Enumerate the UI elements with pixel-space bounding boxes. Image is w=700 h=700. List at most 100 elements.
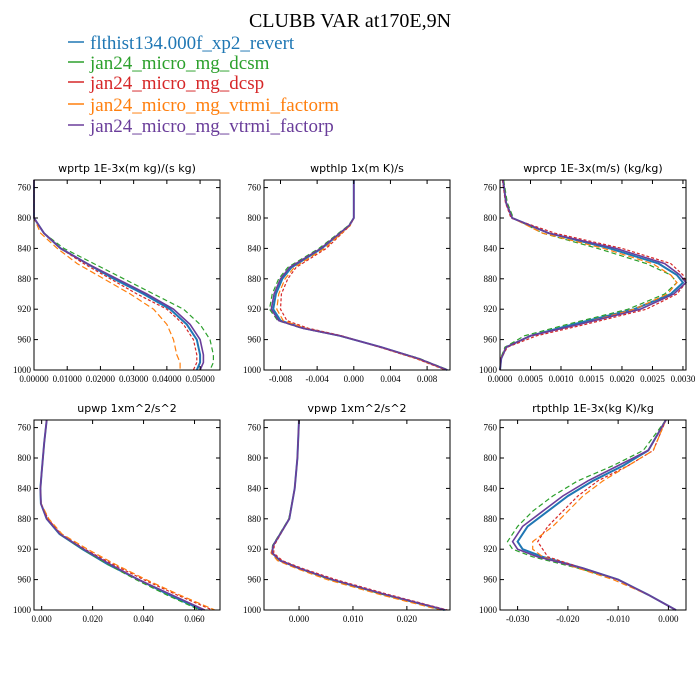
x-tick-label: 0.0005: [518, 374, 543, 384]
y-tick-label: 1000: [243, 365, 262, 375]
y-tick-label: 880: [248, 514, 262, 524]
y-tick-label: 880: [18, 514, 32, 524]
x-tick-label: 0.04000: [152, 374, 182, 384]
y-tick-label: 800: [248, 453, 262, 463]
x-tick-label: -0.008: [269, 374, 293, 384]
panel-title: wprcp 1E-3x(m/s) (kg/kg): [523, 162, 662, 175]
series-line: [279, 180, 446, 371]
y-tick-label: 760: [484, 183, 498, 193]
panel-title: wprtp 1E-3x(m kg)/(s kg): [58, 162, 196, 175]
x-tick-label: 0.000: [289, 614, 310, 624]
y-tick-label: 880: [248, 274, 262, 284]
y-tick-label: 840: [18, 483, 32, 493]
y-tick-label: 760: [484, 423, 498, 433]
series-line: [506, 419, 677, 611]
x-tick-label: -0.004: [306, 374, 330, 384]
legend-entry: jan24_micro_mg_vtrmi_factorm: [68, 95, 339, 116]
legend: flthist134.000f_xp2_revert jan24_micro_m…: [68, 33, 339, 137]
y-tick-label: 840: [248, 483, 262, 493]
legend-label: jan24_micro_mg_vtrmi_factorm: [89, 95, 339, 116]
x-tick-label: 0.040: [133, 614, 154, 624]
series-line: [33, 180, 181, 370]
plot-frame: [499, 419, 687, 611]
x-tick-label: 0.05000: [185, 374, 215, 384]
plot-frame: [263, 179, 451, 371]
legend-label: jan24_micro_mg_vtrmi_factorp: [89, 116, 334, 137]
y-tick-label: 1000: [479, 605, 498, 615]
series-line: [39, 419, 200, 611]
x-tick-label: -0.020: [556, 614, 580, 624]
panel-rtpthlp: rtpthlp 1E-3x(kg K)/kg 760 800 840 880 920 960…: [479, 402, 687, 624]
y-tick-label: 920: [248, 544, 262, 554]
y-tick-label: 1000: [13, 605, 32, 615]
x-tick-label: 0.0000: [488, 374, 513, 384]
legend-label: jan24_micro_mg_dcsp: [89, 73, 264, 94]
y-tick-label: 880: [484, 274, 498, 284]
y-tick-label: 1000: [479, 365, 498, 375]
x-tick-label: 0.0025: [640, 374, 665, 384]
x-tick-label: -0.030: [506, 614, 530, 624]
plot-frame: [33, 179, 221, 371]
y-tick-label: 760: [18, 423, 32, 433]
legend-entry: jan24_micro_mg_dcsp: [68, 73, 264, 94]
y-tick-label: 880: [484, 514, 498, 524]
x-tick-label: 0.00000: [19, 374, 49, 384]
plot-frame: [499, 179, 687, 371]
x-tick-label: 0.0015: [579, 374, 604, 384]
y-tick-label: 840: [248, 243, 262, 253]
y-tick-label: 920: [18, 304, 32, 314]
plot-frame: [33, 419, 221, 611]
x-tick-label: 0.000: [658, 614, 679, 624]
y-tick-label: 1000: [243, 605, 262, 615]
series-line: [39, 419, 206, 611]
x-tick-label: 0.02000: [86, 374, 116, 384]
legend-label: flthist134.000f_xp2_revert: [90, 33, 295, 54]
y-tick-label: 840: [484, 483, 498, 493]
x-tick-label: -0.010: [607, 614, 631, 624]
x-tick-label: 0.01000: [53, 374, 83, 384]
series-line: [499, 179, 678, 371]
series-line: [499, 179, 685, 371]
series-line: [271, 419, 446, 611]
x-tick-label: 0.000: [344, 374, 365, 384]
y-tick-label: 960: [18, 335, 32, 345]
y-tick-label: 960: [18, 575, 32, 585]
y-tick-label: 960: [484, 575, 498, 585]
x-tick-label: 0.0030: [671, 374, 696, 384]
y-tick-label: 920: [18, 544, 32, 554]
series-line: [532, 419, 677, 611]
panel-wprtp: wprtp 1E-3x(m kg)/(s kg) 760 800 840 880 920 9…: [13, 162, 221, 384]
y-tick-label: 800: [18, 213, 32, 223]
y-tick-label: 800: [484, 453, 498, 463]
x-tick-label: 0.0010: [549, 374, 574, 384]
x-tick-label: 0.008: [417, 374, 438, 384]
series-line: [499, 179, 678, 371]
y-tick-label: 800: [484, 213, 498, 223]
x-tick-label: 0.004: [380, 374, 401, 384]
series-line: [39, 419, 213, 611]
series-line: [499, 179, 688, 371]
panel-wprcp: wprcp 1E-3x(m/s) (kg/kg) 760 800 840 880 920 9…: [479, 162, 696, 384]
y-tick-label: 960: [248, 575, 262, 585]
panel-upwp: upwp 1xm^2/s^2 760 800 840 880 920 960 10000.00…: [13, 402, 221, 624]
legend-entry: jan24_micro_mg_dcsm: [68, 53, 270, 74]
series-line: [33, 180, 214, 371]
series-line: [270, 180, 448, 371]
y-tick-label: 840: [484, 243, 498, 253]
series-line: [516, 419, 677, 611]
y-tick-label: 960: [248, 335, 262, 345]
panel-wpthlp: wpthlp 1x(m K)/s 760 800 840 880 920 960 1000 -0…: [243, 162, 451, 384]
series-line: [273, 419, 448, 611]
y-tick-label: 800: [248, 213, 262, 223]
y-tick-label: 800: [18, 453, 32, 463]
series-line: [536, 419, 677, 611]
panel-vpwp: vpwp 1xm^2/s^2 760 800 840 880 920 960 1000 0.00…: [243, 402, 451, 624]
x-tick-label: 0.020: [82, 614, 103, 624]
y-tick-label: 760: [18, 183, 32, 193]
figure-title: CLUBB VAR at170E,9N: [249, 10, 451, 32]
series-line: [511, 419, 677, 611]
panel-title: vpwp 1xm^2/s^2: [307, 402, 406, 415]
y-tick-label: 920: [484, 304, 498, 314]
x-tick-label: 0.060: [184, 614, 205, 624]
